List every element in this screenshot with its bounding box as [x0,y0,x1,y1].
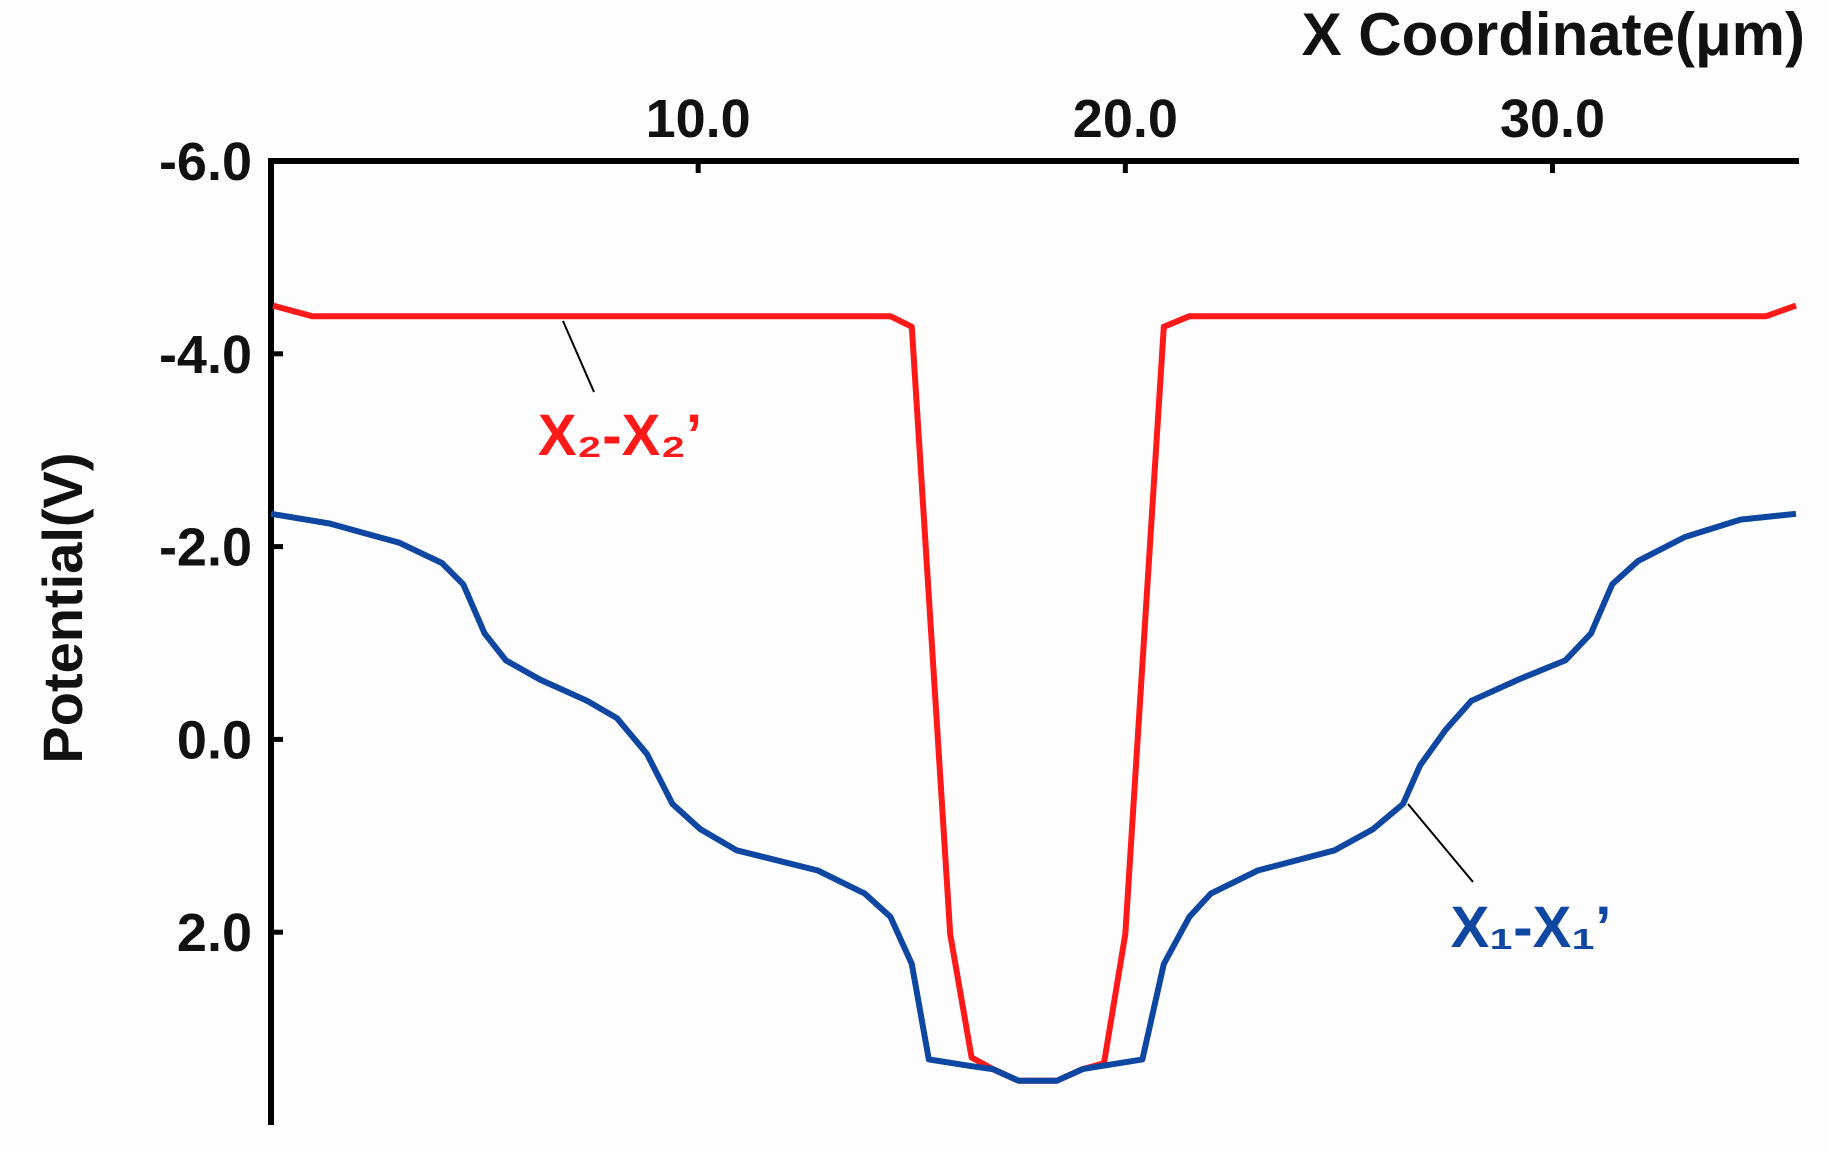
y-tick-label: 0.0 [177,710,252,770]
x-tick-label: 30.0 [1500,89,1605,149]
series-line [270,510,1797,1084]
series-label: X₂-X₂’ [538,403,702,468]
leader-line [562,320,595,393]
y-axis-title: Potential(V) [31,452,94,763]
y-tick-label: -2.0 [159,518,252,578]
y-tick-label: -4.0 [159,325,252,385]
series-line [272,302,1798,1084]
x-tick-label: 20.0 [1073,89,1178,149]
leader-line [1407,803,1474,883]
x-tick-label: 10.0 [646,89,751,149]
x-axis-title: X Coordinate(μm) [1302,1,1805,68]
y-tick-label: 2.0 [177,903,252,963]
y-tick-label: -6.0 [159,132,252,192]
series-label: X₁-X₁’ [1451,895,1612,960]
